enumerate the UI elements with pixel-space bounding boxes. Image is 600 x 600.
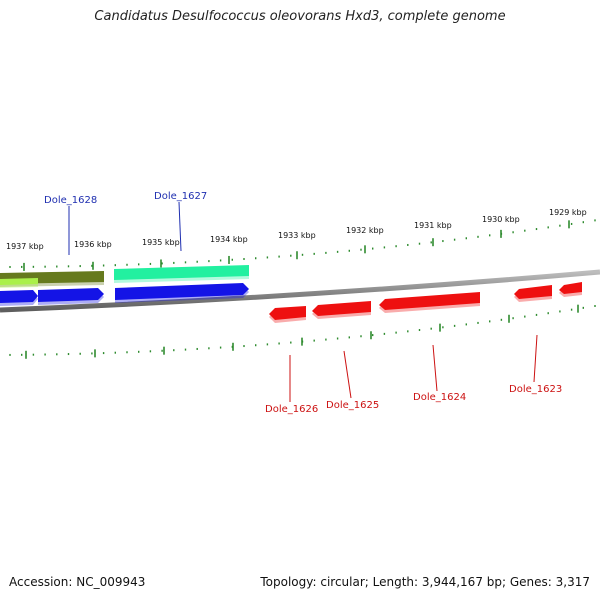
gene-label-dole-1626[interactable]: Dole_1626 [265,404,318,415]
gene-labels: Dole_1628 Dole_1627 Dole_1626 Dole_1625 Dole… [44,191,562,415]
accession-label: Accession: NC_009943 [9,575,146,589]
gene-leader-line [343,350,352,399]
scale-label: 1934 kbp [210,235,248,244]
scale-label: 1930 kbp [482,215,520,224]
scale-label: 1937 kbp [6,242,44,251]
scale-label: 1932 kbp [346,226,384,235]
gene-arrow-dole-1623[interactable] [514,285,552,299]
scale-label: 1936 kbp [74,240,112,249]
gene-arrow-blue-1[interactable] [0,290,38,303]
gene-label-dole-1623[interactable]: Dole_1623 [509,384,562,395]
scale-ticks-inner [9,304,596,359]
gene-leader-lines [68,201,538,402]
scale-ticks-outer [9,219,596,271]
gene-arrow-dole-1626[interactable] [269,306,306,320]
gene-arrow-red-end[interactable] [559,282,582,294]
gene-arrow-dole-1624[interactable] [379,292,480,310]
gene-leader-line [533,334,538,383]
genome-backbone [0,269,600,313]
gene-block-lime[interactable] [0,278,38,285]
gene-block-dole-1627-upper[interactable] [114,265,249,280]
gene-label-dole-1628[interactable]: Dole_1628 [44,195,97,206]
scale-labels: 1937 kbp 1936 kbp 1935 kbp 1934 kbp 1933 kbp… [6,208,587,251]
scale-label: 1931 kbp [414,221,452,230]
gene-arrow-dole-1625[interactable] [312,301,371,316]
topology-summary: Topology: circular; Length: 3,944,167 bp… [260,575,590,589]
genome-title: Candidatus Desulfococcus oleovorans Hxd3… [94,9,506,24]
gene-arrow-dole-1627[interactable] [115,283,249,300]
genes-layer [0,265,582,323]
gene-leader-line [178,201,182,252]
gene-label-dole-1625[interactable]: Dole_1625 [326,400,379,411]
scale-label: 1929 kbp [549,208,587,217]
scale-label: 1933 kbp [278,231,316,240]
gene-leader-line [432,344,438,392]
gene-arrow-dole-1628[interactable] [38,288,104,302]
gene-label-dole-1624[interactable]: Dole_1624 [413,392,466,403]
gene-label-dole-1627[interactable]: Dole_1627 [154,191,207,202]
scale-label: 1935 kbp [142,238,180,247]
